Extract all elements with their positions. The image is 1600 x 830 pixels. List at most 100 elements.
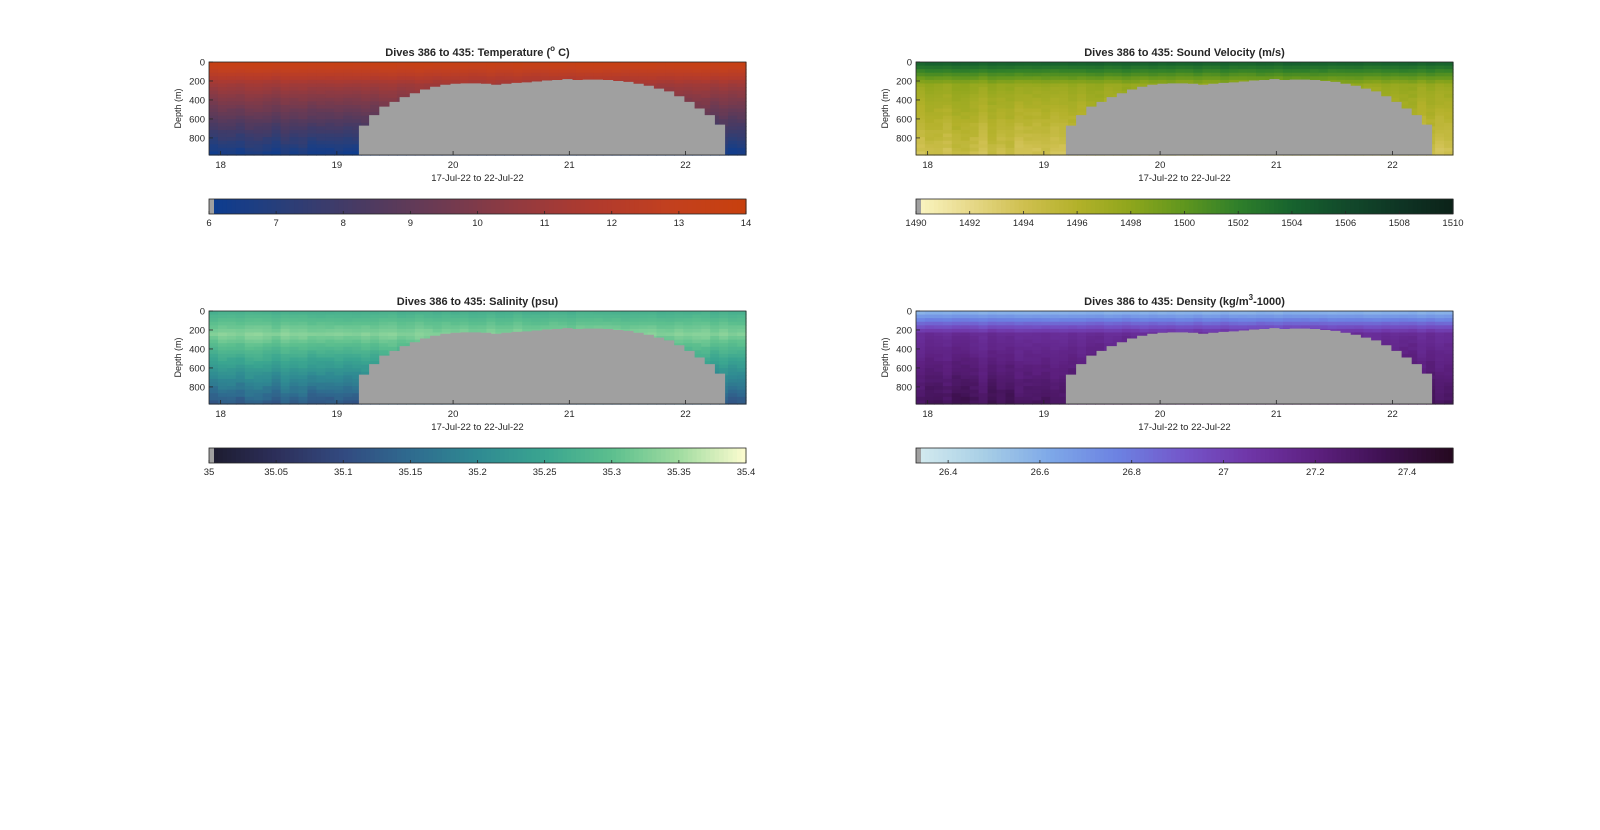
colorbar-segment [634, 199, 640, 214]
data-cell [1050, 137, 1060, 142]
data-cell [244, 311, 255, 316]
data-cell [540, 69, 550, 74]
colorbar-segment [1394, 199, 1400, 214]
data-cell [316, 119, 326, 124]
data-cell [244, 112, 255, 117]
colorbar-tick-label: 1494 [1013, 218, 1034, 229]
data-cell [271, 336, 282, 341]
colorbar-segment [459, 199, 465, 214]
data-cell [334, 83, 344, 88]
data-cell [1435, 151, 1445, 156]
data-cell [280, 386, 291, 391]
data-cell [692, 101, 702, 106]
data-cell [226, 94, 237, 99]
data-cell [316, 325, 326, 330]
data-cell [307, 321, 317, 326]
data-cell [217, 126, 228, 131]
data-cell [1435, 122, 1445, 127]
data-cell [1077, 101, 1087, 106]
data-cell [262, 396, 273, 402]
colorbar-segment [320, 199, 326, 214]
data-cell [924, 90, 935, 95]
data-cell [316, 350, 326, 355]
data-cell [1265, 65, 1275, 70]
data-cell [253, 389, 264, 394]
data-cell [1086, 94, 1096, 99]
colorbar-segment [737, 199, 743, 214]
data-cell [298, 328, 309, 334]
colorbar-segment [253, 199, 259, 214]
data-cell [316, 129, 326, 135]
data-cell [1059, 133, 1069, 138]
data-cell [316, 332, 326, 337]
data-cell [226, 364, 237, 369]
data-cell [379, 87, 389, 92]
data-cell [978, 76, 989, 81]
data-cell [307, 87, 317, 92]
colorbar-segment [499, 199, 505, 214]
colorbar-segment [1323, 199, 1329, 214]
data-cell [1059, 76, 1069, 81]
data-cell [665, 311, 675, 316]
data-cell [1023, 79, 1033, 85]
data-cell [1184, 79, 1195, 85]
colorbar-segment [920, 199, 926, 214]
data-cell [235, 371, 246, 376]
axes-box [915, 61, 1454, 156]
data-cell [1435, 94, 1445, 99]
data-cell [1112, 62, 1123, 67]
data-cell [226, 115, 237, 120]
data-cell [217, 94, 228, 99]
data-cell [719, 321, 729, 326]
data-cell [307, 126, 317, 131]
data-cell [602, 72, 613, 77]
data-cell [486, 69, 496, 74]
data-cell [244, 389, 255, 394]
data-cell [379, 311, 389, 316]
data-cell [1381, 87, 1391, 92]
data-cell [226, 108, 237, 113]
data-cell [692, 79, 702, 85]
data-cell [1068, 65, 1078, 70]
data-cell [459, 311, 470, 316]
data-cell [289, 115, 300, 120]
data-cell [316, 368, 326, 373]
data-cell [495, 72, 505, 77]
data-cell [1408, 87, 1418, 92]
data-cell [1282, 65, 1293, 70]
data-cell [1095, 83, 1105, 88]
colorbar-segment [1345, 199, 1351, 214]
data-cell [728, 382, 738, 387]
data-cell [370, 314, 380, 319]
data-cell [235, 321, 246, 326]
data-cell [728, 129, 738, 135]
colorbar-segment [1215, 199, 1221, 214]
colorbar-tick-label: 1502 [1228, 218, 1249, 229]
colorbar-tick-label: 1506 [1335, 218, 1356, 229]
x-tick-label: 22 [680, 160, 691, 171]
data-cell [388, 332, 398, 337]
data-cell [1390, 62, 1400, 67]
data-cell [235, 314, 246, 319]
data-cell [1444, 62, 1454, 67]
data-cell [343, 112, 353, 117]
colorbar-segment [1197, 199, 1203, 214]
data-cell [396, 69, 407, 74]
data-cell [674, 90, 684, 95]
data-cell [1327, 65, 1338, 70]
data-cell [942, 87, 953, 92]
data-cell [414, 336, 425, 341]
data-cell [969, 122, 980, 127]
data-cell [405, 325, 416, 330]
data-cell [1345, 76, 1356, 81]
data-cell [942, 83, 953, 88]
colorbar-segment [481, 199, 488, 214]
data-cell [334, 112, 344, 117]
data-cell [933, 94, 944, 99]
data-cell [307, 79, 317, 85]
data-cell [701, 62, 711, 67]
data-cell [1014, 101, 1024, 106]
data-cell [1032, 97, 1042, 102]
data-cell [1166, 65, 1177, 70]
